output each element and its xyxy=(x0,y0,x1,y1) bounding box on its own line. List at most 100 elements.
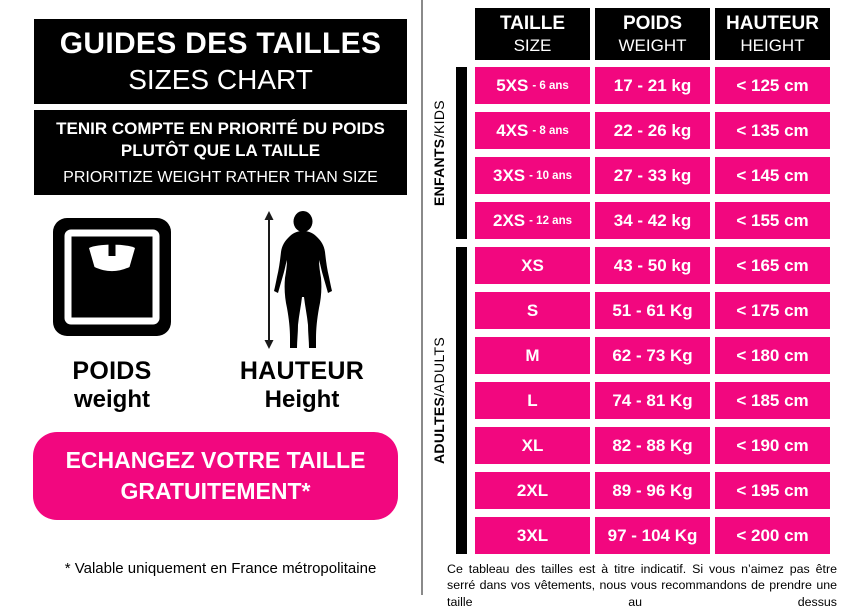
vertical-divider xyxy=(421,0,423,595)
weight-cell: 43 - 50 kg xyxy=(595,247,710,284)
size-cell: M xyxy=(475,337,590,374)
size-cell: S xyxy=(475,292,590,329)
weight-scale-icon xyxy=(53,218,171,336)
table-caption: Ce tableau des tailles est à titre indic… xyxy=(447,562,837,609)
table-row: L 74 - 81 Kg < 185 cm xyxy=(475,382,830,419)
column-header-height: HAUTEUR HEIGHT xyxy=(715,8,830,60)
height-cell: < 145 cm xyxy=(715,157,830,194)
kids-rows: 5XS - 6 ans 17 - 21 kg < 125 cm 4XS - 8 ans 22… xyxy=(475,67,830,239)
age-label: - 8 ans xyxy=(532,124,569,137)
size-label: L xyxy=(527,390,538,410)
kids-label-en: KIDS xyxy=(431,100,447,135)
header-weight-en: WEIGHT xyxy=(618,35,687,55)
cta-line2: GRATUITEMENT* xyxy=(120,478,311,504)
height-cell: < 125 cm xyxy=(715,67,830,104)
height-label-fr: HAUTEUR xyxy=(239,357,365,385)
height-label: HAUTEUR Height xyxy=(222,357,382,413)
table-row: 5XS - 6 ans 17 - 21 kg < 125 cm xyxy=(475,67,830,104)
weight-label: POIDS weight xyxy=(32,357,192,413)
adults-label-fr: ADULTES xyxy=(431,397,447,465)
size-label: 3XL xyxy=(516,525,549,545)
height-cell: < 165 cm xyxy=(715,247,830,284)
height-cell: < 175 cm xyxy=(715,292,830,329)
size-cell: XS xyxy=(475,247,590,284)
adults-group-label: ADULTES / ADULTS xyxy=(423,247,455,554)
kids-group-label: ENFANTS / KIDS xyxy=(423,67,455,239)
table-row: XL 82 - 88 Kg < 190 cm xyxy=(475,427,830,464)
cta-line1: ECHANGEZ VOTRE TAILLE xyxy=(65,446,366,473)
header-height-fr: HAUTEUR xyxy=(726,12,819,34)
weight-cell: 17 - 21 kg xyxy=(595,67,710,104)
table-row: 2XS - 12 ans 34 - 42 kg < 155 cm xyxy=(475,202,830,239)
notice-fr-line2: PLUTÔT QUE LA TAILLE xyxy=(120,141,321,160)
size-label: XS xyxy=(521,255,544,275)
free-size-exchange-button[interactable]: ECHANGEZ VOTRE TAILLE GRATUITEMENT* xyxy=(33,432,398,520)
header-weight-fr: POIDS xyxy=(622,12,683,34)
weight-cell: 82 - 88 Kg xyxy=(595,427,710,464)
footnote: * Valable uniquement en France métropoli… xyxy=(64,560,377,577)
weight-priority-notice-box: TENIR COMPTE EN PRIORITÉ DU POIDS PLUTÔT… xyxy=(34,110,407,195)
header-size-fr: TAILLE xyxy=(499,12,566,34)
size-cell: 3XS - 10 ans xyxy=(475,157,590,194)
table-row: 3XL 97 - 104 Kg < 200 cm xyxy=(475,517,830,554)
notice-en: PRIORITIZE WEIGHT RATHER THAN SIZE xyxy=(63,169,378,187)
column-header-size: TAILLE SIZE xyxy=(475,8,590,60)
weight-label-en: weight xyxy=(74,385,150,413)
kids-label-fr: ENFANTS xyxy=(431,138,447,206)
kids-label-separator: / xyxy=(431,134,447,139)
height-cell: < 135 cm xyxy=(715,112,830,149)
table-row: M 62 - 73 Kg < 180 cm xyxy=(475,337,830,374)
size-label: 4XS xyxy=(496,120,529,140)
size-label: 2XL xyxy=(516,480,549,500)
height-cell: < 190 cm xyxy=(715,427,830,464)
height-cell: < 185 cm xyxy=(715,382,830,419)
size-cell: XL xyxy=(475,427,590,464)
title-en: SIZES CHART xyxy=(128,64,313,95)
height-cell: < 200 cm xyxy=(715,517,830,554)
height-cell: < 155 cm xyxy=(715,202,830,239)
size-label: 3XS xyxy=(493,165,526,185)
table-row: S 51 - 61 Kg < 175 cm xyxy=(475,292,830,329)
size-label: 2XS xyxy=(493,210,526,230)
size-cell: 2XL xyxy=(475,472,590,509)
header-size-en: SIZE xyxy=(513,35,552,55)
human-silhouette xyxy=(274,211,332,348)
adults-rows: XS 43 - 50 kg < 165 cm S 51 - 61 Kg < 175 cm M… xyxy=(475,247,830,554)
header-height-en: HEIGHT xyxy=(740,35,805,55)
title-fr: GUIDES DES TAILLES xyxy=(59,27,382,60)
weight-cell: 22 - 26 kg xyxy=(595,112,710,149)
height-figure-icon xyxy=(264,211,332,349)
size-cell: L xyxy=(475,382,590,419)
column-header-weight: POIDS WEIGHT xyxy=(595,8,710,60)
weight-cell: 51 - 61 Kg xyxy=(595,292,710,329)
height-arrow-icon xyxy=(264,211,274,349)
size-label: S xyxy=(526,300,539,320)
adults-group-bar xyxy=(456,247,467,554)
weight-cell: 27 - 33 kg xyxy=(595,157,710,194)
age-label: - 12 ans xyxy=(529,214,572,227)
kids-group-bar xyxy=(456,67,467,239)
weight-cell: 34 - 42 kg xyxy=(595,202,710,239)
size-label: M xyxy=(525,345,540,365)
size-cell: 4XS - 8 ans xyxy=(475,112,590,149)
notice-fr-line1: TENIR COMPTE EN PRIORITÉ DU POIDS xyxy=(56,118,385,138)
age-label: - 6 ans xyxy=(532,79,569,92)
age-label: - 10 ans xyxy=(529,169,572,182)
table-row: 3XS - 10 ans 27 - 33 kg < 145 cm xyxy=(475,157,830,194)
height-cell: < 180 cm xyxy=(715,337,830,374)
weight-cell: 62 - 73 Kg xyxy=(595,337,710,374)
height-cell: < 195 cm xyxy=(715,472,830,509)
weight-label-fr: POIDS xyxy=(72,357,152,385)
adults-label-separator: / xyxy=(431,392,447,398)
weight-cell: 97 - 104 Kg xyxy=(595,517,710,554)
table-row: 4XS - 8 ans 22 - 26 kg < 135 cm xyxy=(475,112,830,149)
kids-size-group: ENFANTS / KIDS 5XS - 6 ans 17 - 21 kg < 125… xyxy=(421,67,830,239)
adults-label-en: ADULTS xyxy=(431,336,447,393)
weight-cell: 89 - 96 Kg xyxy=(595,472,710,509)
size-cell: 3XL xyxy=(475,517,590,554)
size-label: XL xyxy=(521,435,544,455)
height-label-en: Height xyxy=(264,385,340,413)
table-row: XS 43 - 50 kg < 165 cm xyxy=(475,247,830,284)
table-row: 2XL 89 - 96 Kg < 195 cm xyxy=(475,472,830,509)
weight-cell: 74 - 81 Kg xyxy=(595,382,710,419)
